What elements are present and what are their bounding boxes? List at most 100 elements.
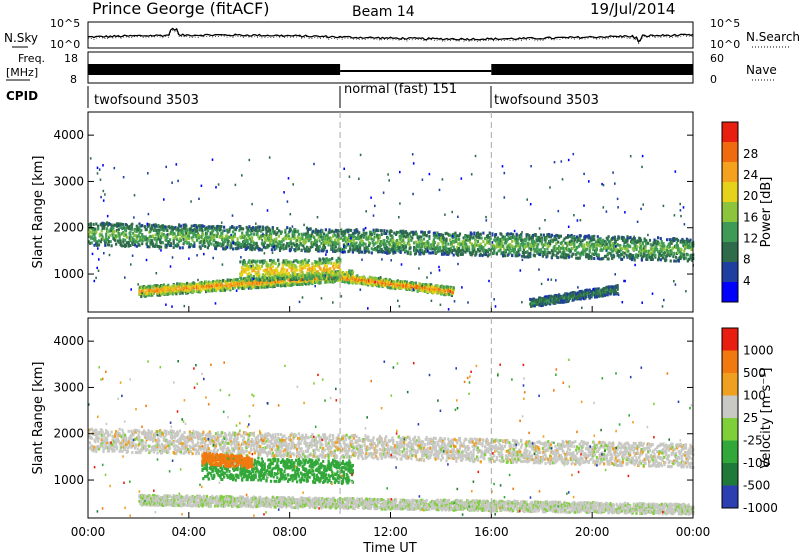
power-cell — [485, 253, 488, 257]
power-cell — [162, 232, 165, 236]
power-cell — [506, 232, 509, 236]
power-cell — [184, 229, 187, 233]
power-cell — [597, 237, 600, 241]
power-cell — [218, 242, 221, 246]
power-cell — [255, 226, 258, 230]
power-cell — [538, 236, 541, 239]
power-cell — [301, 278, 304, 282]
power-cell — [676, 239, 679, 242]
power-cell — [398, 246, 401, 250]
power-cell — [364, 242, 367, 246]
power-cell — [409, 252, 412, 256]
power-cell — [422, 237, 426, 241]
power-cell — [225, 234, 228, 238]
noise-sky-label: N.Sky — [4, 31, 38, 45]
power-cell — [648, 238, 652, 242]
power-cell — [439, 249, 442, 253]
power-cell — [449, 233, 452, 237]
power-cell — [542, 243, 545, 247]
power-cell — [203, 240, 206, 244]
power-cell — [546, 254, 549, 258]
power-cell — [286, 268, 289, 272]
power-cell — [576, 256, 580, 260]
power-cell — [544, 250, 547, 254]
power-cell — [177, 243, 180, 247]
power-cell — [377, 229, 380, 233]
power-cell — [324, 241, 327, 245]
power-cell — [211, 231, 214, 235]
power-cell — [454, 231, 457, 235]
power-cell — [238, 241, 241, 245]
power-cell — [158, 290, 161, 294]
power-cell — [256, 231, 259, 235]
power-cell — [251, 237, 254, 241]
power-cell — [593, 238, 596, 242]
power-cell — [380, 247, 383, 251]
power-cell — [493, 244, 496, 248]
power-cell — [269, 242, 272, 246]
power-cell — [225, 228, 228, 232]
power-cell — [570, 254, 573, 258]
power-cell — [675, 241, 679, 245]
power-cell — [445, 239, 448, 243]
power-cell — [306, 235, 309, 239]
power-cell — [304, 248, 307, 252]
power-cell — [358, 243, 361, 247]
power-cell — [162, 229, 165, 232]
power-cell — [623, 251, 626, 255]
power-cell — [585, 241, 589, 245]
power-cell — [391, 249, 394, 253]
power-cell — [561, 253, 564, 257]
power-cell — [137, 234, 140, 238]
power-cell — [292, 236, 295, 240]
power-cell — [416, 243, 419, 246]
power-cell — [377, 234, 381, 237]
power-cell — [114, 223, 117, 227]
power-cell — [526, 233, 529, 237]
power-cell — [482, 240, 485, 244]
power-cell — [402, 237, 405, 241]
power-cell — [652, 241, 655, 245]
power-cell — [107, 240, 110, 244]
power-cell — [277, 284, 280, 287]
power-cell — [310, 234, 313, 238]
power-cell — [373, 235, 376, 239]
power-cell — [521, 238, 524, 242]
power-cell — [519, 248, 522, 252]
power-cell — [372, 228, 375, 232]
power-cell — [454, 249, 457, 253]
power-cell — [135, 237, 138, 241]
power-cell — [605, 245, 608, 249]
power-cell — [639, 238, 643, 242]
power-cell — [438, 233, 441, 237]
power-cell — [356, 229, 359, 233]
power-cell — [263, 234, 266, 238]
power-cell — [196, 238, 199, 242]
power-cell — [462, 242, 465, 246]
power-cell — [455, 240, 458, 244]
power-cell — [477, 243, 480, 247]
power-cell — [512, 250, 516, 254]
power-cell — [342, 248, 345, 252]
power-cell — [402, 230, 405, 233]
power-cell — [209, 232, 212, 236]
power-cell — [378, 247, 381, 250]
power-cell — [105, 232, 108, 236]
power-cell — [140, 228, 143, 232]
power-cell — [497, 249, 500, 253]
noise-left-tick-top: 10^5 — [50, 17, 80, 30]
power-cell — [108, 233, 111, 237]
power-cell — [384, 251, 387, 254]
power-cell — [127, 243, 130, 247]
power-cell — [96, 243, 99, 247]
power-cell — [325, 250, 328, 254]
power-cell — [397, 249, 400, 253]
power-cell — [186, 236, 189, 240]
power-cell — [457, 253, 460, 257]
power-cell — [198, 245, 201, 249]
power-cell — [422, 252, 426, 256]
power-cell — [340, 228, 343, 232]
power-cell — [337, 242, 340, 246]
power-cell — [587, 242, 590, 246]
power-cell — [473, 232, 476, 236]
